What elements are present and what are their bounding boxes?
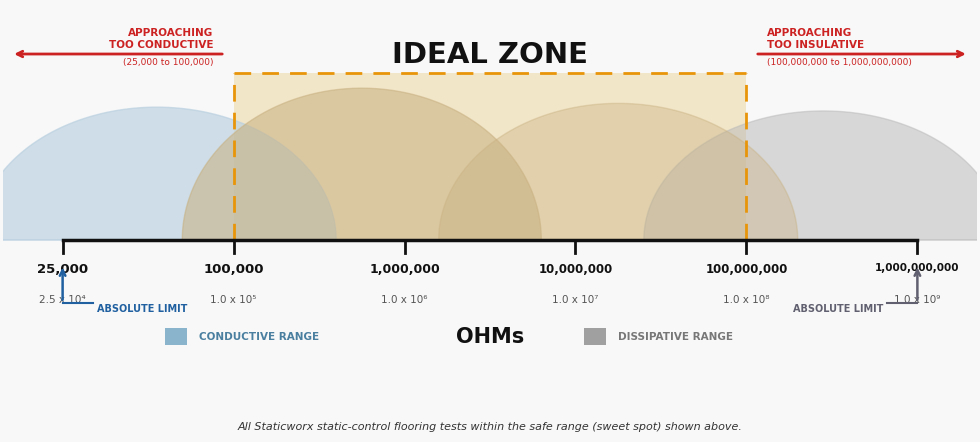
Polygon shape <box>644 111 980 240</box>
Text: 25,000: 25,000 <box>37 263 88 276</box>
Text: 2.5 x 10⁴: 2.5 x 10⁴ <box>39 295 86 305</box>
Text: (100,000,000 to 1,000,000,000): (100,000,000 to 1,000,000,000) <box>767 58 911 67</box>
Text: 1.0 x 10⁹: 1.0 x 10⁹ <box>894 295 941 305</box>
Text: 1.0 x 10⁵: 1.0 x 10⁵ <box>211 295 257 305</box>
Text: 1.0 x 10⁶: 1.0 x 10⁶ <box>381 295 428 305</box>
Text: OHMs: OHMs <box>456 327 524 347</box>
Text: CONDUCTIVE RANGE: CONDUCTIVE RANGE <box>199 332 319 342</box>
Text: 10,000,000: 10,000,000 <box>538 263 612 276</box>
Text: 1.0 x 10⁸: 1.0 x 10⁸ <box>723 295 769 305</box>
Polygon shape <box>0 107 336 240</box>
Text: APPROACHING
TOO INSULATIVE: APPROACHING TOO INSULATIVE <box>767 28 864 50</box>
Text: 1,000,000: 1,000,000 <box>369 263 440 276</box>
Polygon shape <box>182 88 541 240</box>
Text: IDEAL ZONE: IDEAL ZONE <box>392 41 588 69</box>
Polygon shape <box>439 103 798 240</box>
Text: 100,000: 100,000 <box>203 263 264 276</box>
Text: APPROACHING
TOO CONDUCTIVE: APPROACHING TOO CONDUCTIVE <box>109 28 213 50</box>
Bar <box>584 328 607 345</box>
Text: 100,000,000: 100,000,000 <box>706 263 788 276</box>
Text: 1,000,000,000: 1,000,000,000 <box>875 263 959 273</box>
Bar <box>233 73 747 240</box>
Bar <box>166 328 187 345</box>
Text: 1.0 x 10⁷: 1.0 x 10⁷ <box>553 295 599 305</box>
Text: ABSOLUTE LIMIT: ABSOLUTE LIMIT <box>793 305 883 315</box>
Text: (25,000 to 100,000): (25,000 to 100,000) <box>122 58 213 67</box>
Text: DISSIPATIVE RANGE: DISSIPATIVE RANGE <box>618 332 733 342</box>
Text: All Staticworx static-control flooring tests within the safe range (sweet spot) : All Staticworx static-control flooring t… <box>237 422 743 432</box>
Text: ABSOLUTE LIMIT: ABSOLUTE LIMIT <box>97 305 187 315</box>
